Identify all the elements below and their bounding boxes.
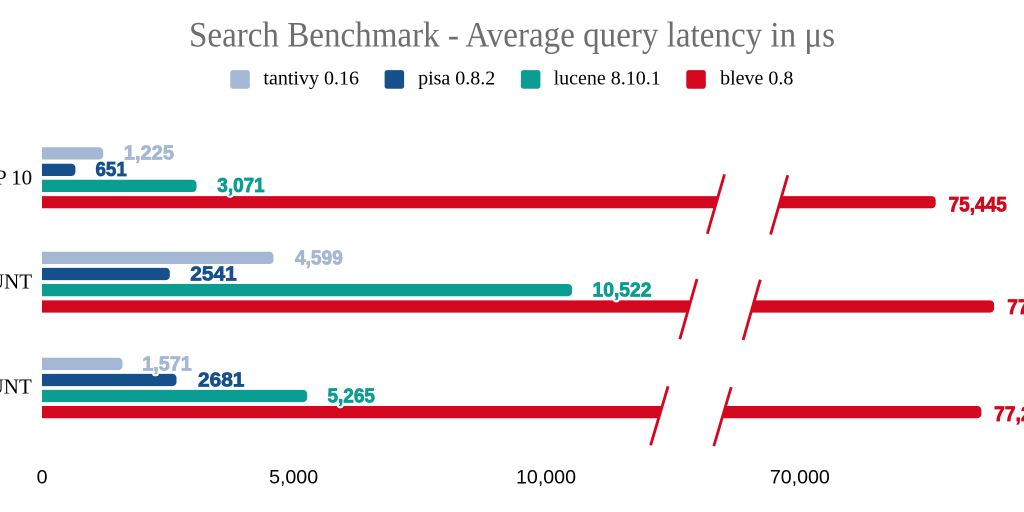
- svg-text:70,000: 70,000: [770, 467, 830, 489]
- svg-text:1,225: 1,225: [124, 143, 174, 165]
- svg-text:3,071: 3,071: [217, 175, 264, 197]
- svg-text:1,225: 1,225: [124, 143, 174, 165]
- svg-text:2541: 2541: [190, 263, 236, 285]
- svg-text:Search Benchmark - Average que: Search Benchmark - Average query latency…: [189, 15, 835, 55]
- svg-text:651: 651: [96, 159, 127, 181]
- svg-text:COUNT: COUNT: [0, 269, 32, 293]
- svg-text:77,866: 77,866: [1007, 295, 1024, 319]
- svg-text:2681: 2681: [198, 369, 244, 391]
- svg-text:75,445: 75,445: [949, 192, 1007, 216]
- svg-text:2681: 2681: [198, 369, 244, 391]
- svg-text:5,265: 5,265: [328, 385, 375, 407]
- svg-text:TOP 10: TOP 10: [0, 165, 32, 189]
- svg-text:77,215: 77,215: [994, 402, 1024, 426]
- svg-text:1,571: 1,571: [142, 353, 192, 375]
- svg-text:1,571: 1,571: [142, 353, 192, 375]
- svg-text:5,265: 5,265: [328, 385, 375, 407]
- svg-text:651: 651: [96, 159, 127, 181]
- svg-text:3,071: 3,071: [217, 175, 264, 197]
- svg-text:4,599: 4,599: [295, 247, 343, 269]
- svg-text:COUNT: COUNT: [0, 375, 32, 399]
- svg-text:bleve 0.8: bleve 0.8: [720, 67, 793, 89]
- svg-text:tantivy 0.16: tantivy 0.16: [263, 67, 359, 89]
- svg-text:77,215: 77,215: [994, 402, 1024, 426]
- svg-text:lucene 8.10.1: lucene 8.10.1: [554, 67, 661, 89]
- svg-text:0: 0: [37, 467, 48, 489]
- svg-text:75,445: 75,445: [949, 192, 1007, 216]
- svg-text:2541: 2541: [190, 263, 236, 285]
- svg-text:5,000: 5,000: [269, 467, 318, 489]
- svg-text:4,599: 4,599: [295, 247, 343, 269]
- svg-text:10,000: 10,000: [516, 467, 576, 489]
- svg-text:10,522: 10,522: [593, 280, 652, 302]
- svg-text:10,522: 10,522: [593, 280, 652, 302]
- svg-text:77,866: 77,866: [1007, 295, 1024, 319]
- svg-text:pisa 0.8.2: pisa 0.8.2: [418, 67, 495, 89]
